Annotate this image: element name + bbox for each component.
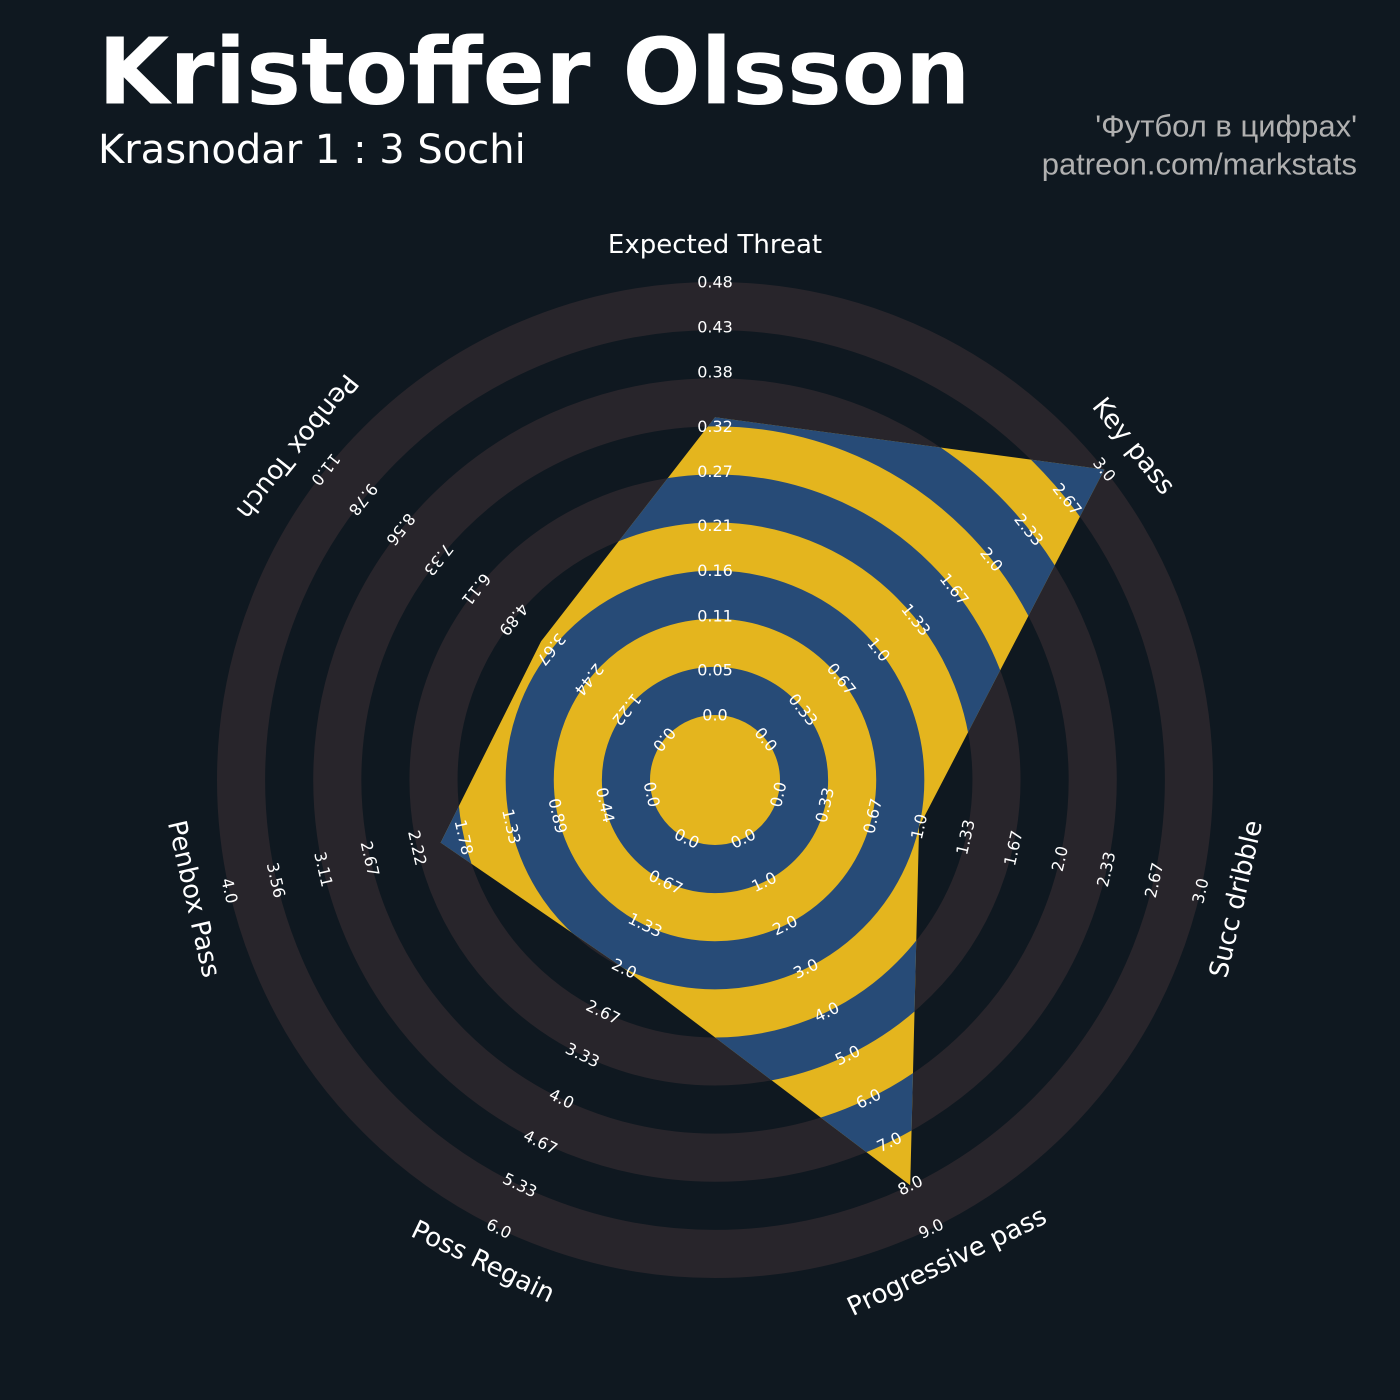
- chart-subtitle: Krasnodar 1 : 3 Sochi: [98, 127, 526, 173]
- chart-title: Kristoffer Olsson: [98, 19, 970, 126]
- tick-label: 0.11: [697, 606, 733, 625]
- credit: 'Футбол в цифрах': [1095, 109, 1357, 144]
- tick-label: 0.48: [697, 273, 733, 292]
- tick-label: 0.21: [697, 516, 733, 535]
- tick-label: 0.38: [697, 363, 733, 382]
- tick-label: 0.05: [697, 660, 733, 679]
- axis-label: Expected Threat: [608, 230, 822, 260]
- tick-label: 0.0: [702, 706, 727, 725]
- grid-ring: [216, 281, 1214, 1279]
- tick-label: 0.32: [697, 417, 733, 436]
- grid-ring: [313, 378, 1117, 1182]
- tick-label: 0.16: [697, 561, 733, 580]
- tick-label: 0.27: [697, 462, 733, 481]
- radar-ring: [505, 570, 925, 990]
- credit: patreon.com/markstats: [1042, 147, 1357, 182]
- radar-ring: [601, 666, 829, 894]
- tick-label: 0.43: [697, 318, 733, 337]
